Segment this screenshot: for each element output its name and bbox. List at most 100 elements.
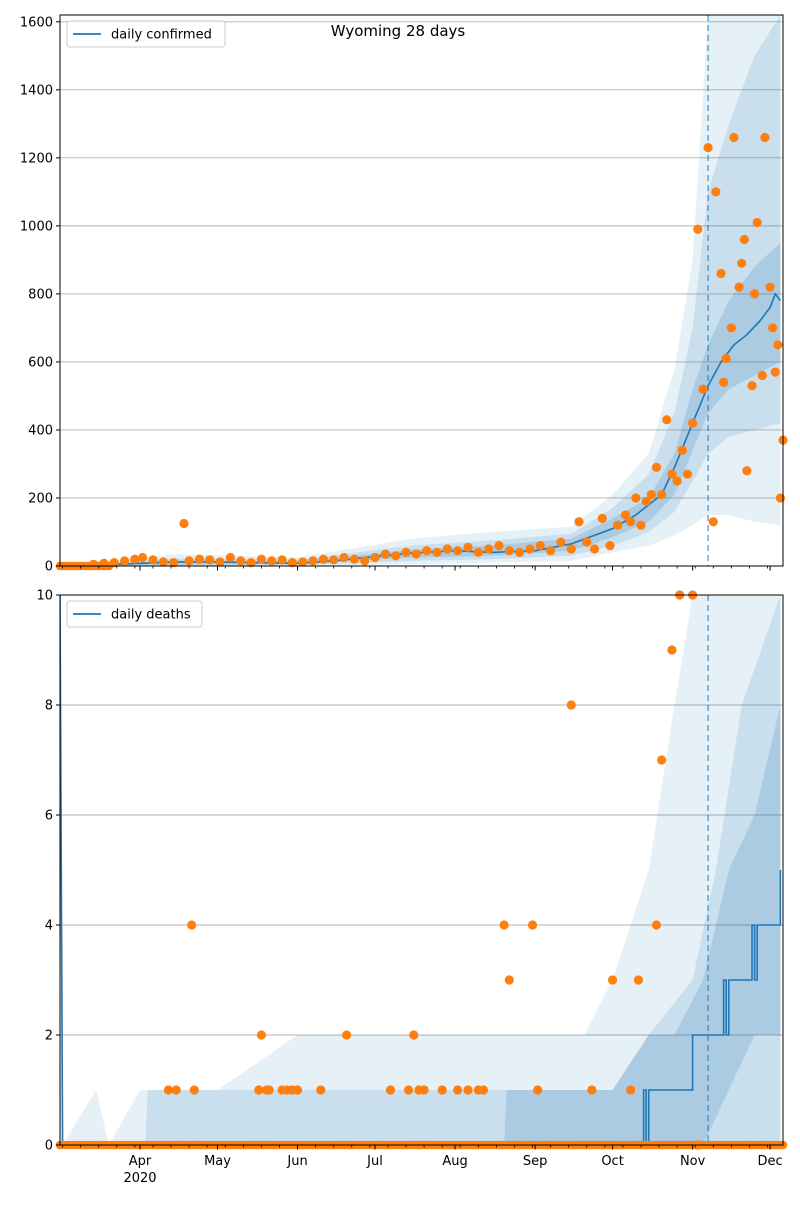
top-panel-axes (59, 14, 784, 567)
observed-point (742, 466, 752, 476)
y-tick-label: 200 (28, 491, 53, 506)
observed-point (264, 1085, 274, 1095)
bottom-panel-axes (59, 594, 784, 1146)
observed-point (773, 340, 783, 350)
x-tick-label: Jul (366, 1154, 383, 1169)
observed-point (267, 556, 277, 566)
observed-point (726, 323, 736, 333)
y-tick-label: 10 (36, 589, 53, 604)
observed-point (254, 1085, 264, 1095)
top-panel-y-ticks: 0 200 400 600 800 1000 1200 1400 1600 (20, 15, 60, 575)
observed-point (662, 415, 672, 425)
observed-point (556, 537, 566, 547)
observed-point (360, 556, 370, 566)
bottom-panel-y-ticks: 0 2 4 6 8 10 (36, 589, 60, 1154)
y-tick-label: 600 (28, 355, 53, 370)
observed-point (205, 555, 215, 565)
observed-point (719, 377, 729, 387)
observed-point (620, 510, 631, 520)
observed-point (716, 268, 726, 279)
observed-point (403, 1085, 414, 1095)
observed-point (169, 557, 179, 568)
observed-point (546, 546, 556, 556)
observed-point (432, 547, 442, 557)
legend-box (66, 600, 203, 628)
observed-point (667, 469, 677, 479)
observed-point (215, 557, 225, 567)
y-tick-label: 4 (45, 919, 53, 934)
observed-point (88, 559, 99, 569)
series-line (60, 595, 782, 1145)
observed-point (587, 1085, 597, 1095)
y-tick-label: 0 (45, 560, 53, 575)
observed-point (189, 1085, 199, 1095)
observed-point (277, 555, 287, 565)
top-panel-legend[interactable]: daily confirmed (66, 20, 226, 48)
observed-point (657, 489, 667, 500)
observed-point (187, 920, 197, 930)
observed-point (484, 544, 494, 554)
y-tick-label: 1400 (20, 83, 53, 98)
observed-point (631, 493, 641, 503)
legend-box (66, 20, 226, 48)
observed-point (657, 755, 667, 765)
observed-point (566, 544, 576, 554)
observed-point (504, 546, 514, 556)
observed-point (672, 476, 682, 486)
observed-point (339, 552, 349, 563)
observed-point (148, 555, 158, 565)
observed-point (535, 540, 545, 551)
observed-point (463, 542, 473, 552)
observed-point (703, 143, 713, 153)
observed-point (768, 323, 778, 333)
observed-point (729, 132, 739, 143)
observed-point (246, 557, 256, 568)
x-tick-label: Jun (286, 1154, 307, 1169)
y-tick-label: 0 (45, 1139, 53, 1154)
observed-point (256, 554, 267, 564)
observed-point (711, 187, 721, 197)
observed-point (641, 496, 651, 506)
observed-point (437, 1085, 447, 1095)
observed-point (533, 1085, 543, 1095)
observed-point (582, 537, 592, 547)
observed-point (453, 1085, 463, 1095)
observed-point (765, 282, 775, 292)
top-panel-x-ticks (62, 566, 771, 571)
observed-point (688, 418, 698, 428)
observed-point (453, 546, 463, 556)
y-tick-label: 800 (28, 287, 53, 302)
x-tick-label: May (204, 1154, 231, 1169)
y-tick-label: 1000 (20, 219, 53, 234)
top-panel-series-line (60, 292, 782, 566)
observed-point (626, 1085, 636, 1095)
observed-point (385, 1085, 396, 1095)
y-tick-label: 400 (28, 423, 53, 438)
observed-point (607, 975, 618, 985)
observed-point (171, 1085, 181, 1095)
x-tick-label: Nov (680, 1154, 706, 1169)
observed-point (109, 557, 119, 568)
observed-point (380, 549, 390, 559)
plot-frame (59, 594, 784, 1146)
observed-point (184, 556, 194, 566)
observed-point (566, 700, 576, 710)
series-line (60, 292, 782, 566)
observed-point (419, 1085, 429, 1095)
observed-point (316, 1085, 326, 1095)
observed-point (422, 546, 432, 556)
observed-point (401, 547, 411, 557)
observed-point (667, 645, 677, 655)
observed-point (708, 517, 718, 527)
observed-point (158, 557, 168, 567)
x-tick-label: Dec (758, 1154, 783, 1169)
observed-point (527, 920, 538, 930)
observed-point (646, 489, 656, 500)
observed-point (494, 540, 504, 551)
observed-point (633, 975, 644, 985)
bottom-panel-legend[interactable]: daily deaths (66, 600, 203, 628)
observed-point (179, 518, 189, 529)
observed-point (308, 556, 318, 566)
y-tick-label: 1600 (20, 15, 53, 30)
